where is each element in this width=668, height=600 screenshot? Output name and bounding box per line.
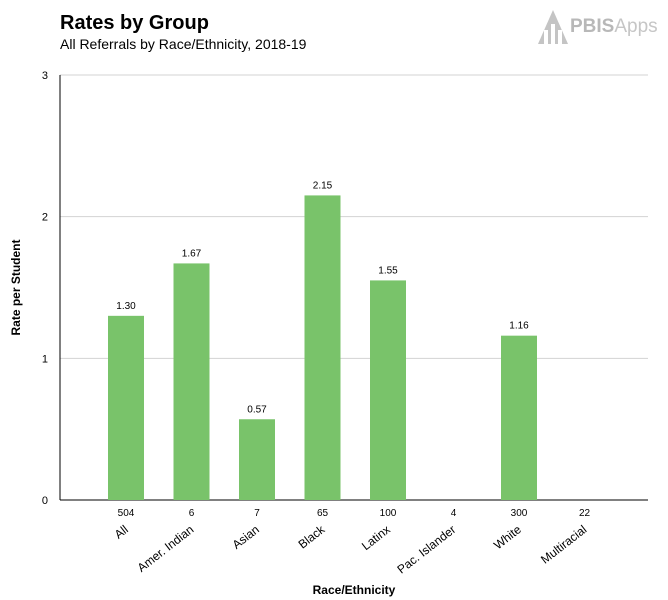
bar (370, 280, 406, 500)
x-tick-label: All (112, 522, 131, 541)
x-tick-label: Pac. Islander (395, 522, 459, 576)
x-tick-label: Black (296, 522, 329, 552)
category-count-label: 65 (317, 508, 329, 519)
bar (173, 263, 210, 500)
chart-title: Rates by Group (60, 12, 209, 34)
chart-subtitle: All Referrals by Race/Ethnicity, 2018-19 (60, 36, 307, 52)
bar-value-label: 0.57 (247, 404, 267, 415)
bar (239, 419, 275, 500)
x-tick-label: Asian (230, 522, 262, 552)
x-tick-label: Latinx (359, 522, 393, 553)
category-count-label: 4 (451, 508, 457, 519)
bar-value-label: 1.30 (116, 301, 136, 312)
bar-value-label: 1.67 (182, 248, 202, 259)
category-count-label: 6 (189, 508, 195, 519)
bar-value-label: 2.15 (313, 180, 333, 191)
y-tick-label: 0 (42, 495, 48, 507)
x-tick-label: Multiracial (538, 522, 589, 566)
logo-brand-light: Apps (614, 16, 658, 37)
bar-value-label: 1.55 (378, 265, 398, 276)
logo-brand-bold: PBIS (570, 16, 615, 37)
category-count-label: 100 (380, 508, 397, 519)
x-tick-label: White (491, 522, 524, 552)
y-tick-label: 2 (42, 212, 48, 224)
pbisapps-logo-icon (538, 10, 568, 44)
y-tick-label: 1 (42, 353, 48, 365)
pbisapps-logo: PBISApps (536, 8, 662, 46)
category-count-label: 300 (511, 508, 528, 519)
bar (108, 315, 144, 500)
bar (501, 335, 537, 500)
x-tick-label: Amer. Indian (135, 522, 197, 575)
y-tick-label: 3 (42, 70, 48, 82)
x-axis-title: Race/Ethnicity (313, 583, 396, 597)
bar (304, 195, 341, 500)
y-axis-title: Rate per Student (9, 239, 23, 335)
category-count-label: 504 (118, 508, 135, 519)
bar-value-label: 1.16 (509, 321, 529, 332)
category-count-label: 7 (254, 508, 260, 519)
category-count-label: 22 (579, 508, 591, 519)
